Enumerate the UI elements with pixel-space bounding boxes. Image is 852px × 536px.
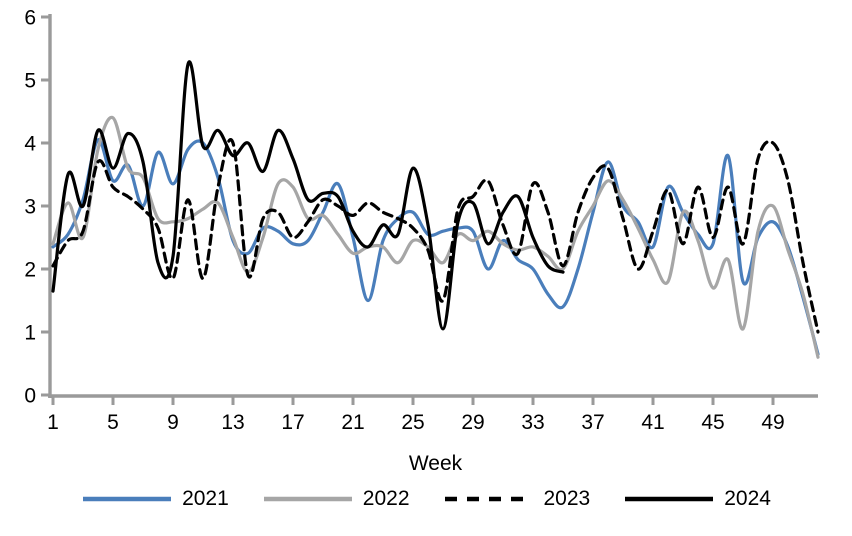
series-2021-line [51,138,820,356]
y-tick-label: 3 [24,196,36,219]
legend-label-2022: 2022 [362,487,410,510]
legend-swatch-2022-line-icon [263,496,352,501]
series-2022-line [51,115,820,359]
legend-swatch-2024-line-icon [625,496,714,501]
x-tick-label: 17 [281,411,304,434]
legend: 2021 2022 2023 2024 [0,488,852,509]
x-axis-title: Week [408,452,463,475]
y-tick-label: 4 [24,133,36,156]
legend-item-2021: 2021 [81,488,229,509]
legend-item-2024: 2024 [623,488,771,509]
x-tick-label: 37 [581,411,604,434]
x-tick-label: 21 [341,411,364,434]
legend-item-2022: 2022 [262,488,410,509]
legend-swatch-2023-dashed-line-icon [444,496,533,501]
y-tick-label: 1 [24,322,36,345]
x-tick-label: 13 [221,411,244,434]
x-tick-label: 41 [641,411,664,434]
x-tick-label: 1 [47,411,59,434]
x-tick-label: 33 [521,411,544,434]
series-2024-line [51,60,565,331]
x-tick-label: 9 [167,411,179,434]
x-tick-label: 49 [761,411,784,434]
x-tick-label: 45 [701,411,724,434]
x-tick-label: 25 [401,411,424,434]
legend-item-2023: 2023 [443,487,591,510]
legend-label-2021: 2021 [182,487,229,510]
legend-label-2023: 2023 [543,487,591,510]
y-tick-label: 5 [24,70,36,93]
x-tick-label: 5 [107,411,119,434]
legend-swatch-2021-line-icon [83,496,172,501]
y-tick-label: 2 [24,259,36,282]
y-tick-label: 6 [24,7,36,30]
y-tick-label: 0 [24,385,36,408]
x-tick-label: 29 [461,411,484,434]
legend-label-2024: 2024 [724,487,771,510]
